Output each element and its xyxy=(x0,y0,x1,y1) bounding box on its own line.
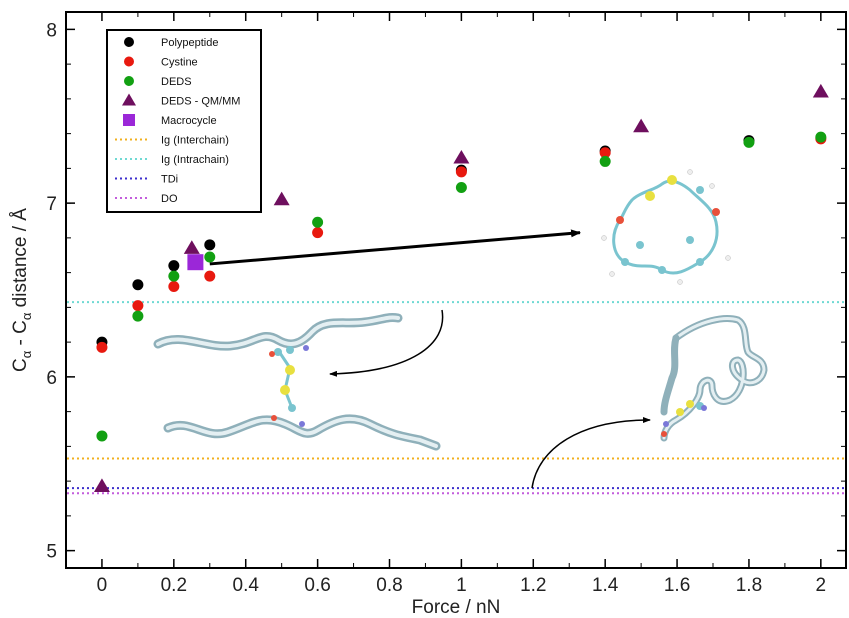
data-point xyxy=(455,166,467,178)
interchain-peptide-illustration xyxy=(153,313,441,451)
legend-label: DO xyxy=(161,193,178,205)
data-point xyxy=(455,181,467,193)
data-point xyxy=(204,251,216,263)
data-point xyxy=(633,118,650,133)
data-point xyxy=(187,254,204,271)
legend-label: Cystine xyxy=(161,57,198,69)
legend-label: Macrocycle xyxy=(161,115,217,127)
data-point xyxy=(204,270,216,282)
data-point xyxy=(183,240,200,254)
x-axis-title: Force / nN xyxy=(412,597,501,618)
legend-marker xyxy=(123,114,135,126)
y-axis-title-sub2: α xyxy=(19,312,34,320)
data-point xyxy=(312,227,324,239)
legend-label: Polypeptide xyxy=(161,37,219,49)
legend-marker xyxy=(124,56,134,67)
data-point xyxy=(168,270,180,282)
legend-marker xyxy=(122,93,136,106)
molecule-illustrations xyxy=(153,169,768,451)
x-tick-label: 1.6 xyxy=(664,575,690,596)
x-tick-label: 0.8 xyxy=(376,575,402,596)
data-point xyxy=(96,430,108,442)
data-point xyxy=(132,300,144,312)
curved-arrows xyxy=(329,309,651,489)
macrocycle-molecule-illustration xyxy=(601,169,731,285)
data-point xyxy=(812,83,829,98)
plot-frame xyxy=(65,11,847,569)
x-tick-label: 0.2 xyxy=(161,575,187,596)
data-point xyxy=(273,191,290,206)
x-tick-label: 0.6 xyxy=(304,575,330,596)
y-tick-label: 5 xyxy=(46,542,57,563)
y-axis-title-mid: - C xyxy=(10,320,31,351)
legend-label: Ig (Intrachain) xyxy=(161,154,229,166)
y-axis-title-sub1: α xyxy=(19,350,34,358)
y-axis-title-suffix: distance / Å xyxy=(10,208,31,313)
axes: 0 0.2 0.4 0.6 0.8 1 1.2 1.4 1.6 1.8 2 5 6 7 8 xyxy=(46,11,847,596)
data-point xyxy=(815,131,827,143)
data-point xyxy=(168,281,180,293)
legend-label: DEDS - QM/MM xyxy=(161,96,240,108)
intrachain-peptide-illustration xyxy=(660,315,768,442)
legend-label: DEDS xyxy=(161,76,192,88)
x-tick-label: 2 xyxy=(816,575,827,596)
legend: Polypeptide Cystine DEDS DEDS - QM/MM Macroc… xyxy=(106,29,262,213)
x-tick-label: 1.8 xyxy=(736,575,762,596)
data-point xyxy=(312,216,324,228)
y-tick-label: 7 xyxy=(46,194,57,215)
legend-marker xyxy=(124,37,134,47)
data-point xyxy=(132,310,144,322)
data-point xyxy=(599,155,611,167)
x-tick-label: 0 xyxy=(97,575,108,596)
legend-marker xyxy=(124,76,134,86)
data-point xyxy=(93,478,110,492)
y-tick-label: 8 xyxy=(46,20,57,41)
data-point xyxy=(204,239,216,251)
data-point xyxy=(599,147,611,159)
y-axis-title-prefix: C xyxy=(10,358,31,372)
macrocycle-arrow xyxy=(209,229,582,266)
y-axis-title: Cα - Cα distance / Å xyxy=(10,208,34,372)
data-point xyxy=(96,341,108,353)
x-tick-label: 1.4 xyxy=(592,575,619,596)
x-tick-label: 0.4 xyxy=(233,575,260,596)
x-tick-label: 1 xyxy=(456,575,467,596)
y-tick-label: 6 xyxy=(46,368,57,389)
data-point xyxy=(743,136,755,148)
data-point xyxy=(453,149,470,164)
data-point xyxy=(168,260,180,272)
data-point xyxy=(132,279,144,291)
legend-label: TDi xyxy=(161,174,178,186)
data-points xyxy=(93,83,829,492)
x-tick-label: 1.2 xyxy=(520,575,546,596)
legend-label: Ig (Interchain) xyxy=(161,135,229,147)
